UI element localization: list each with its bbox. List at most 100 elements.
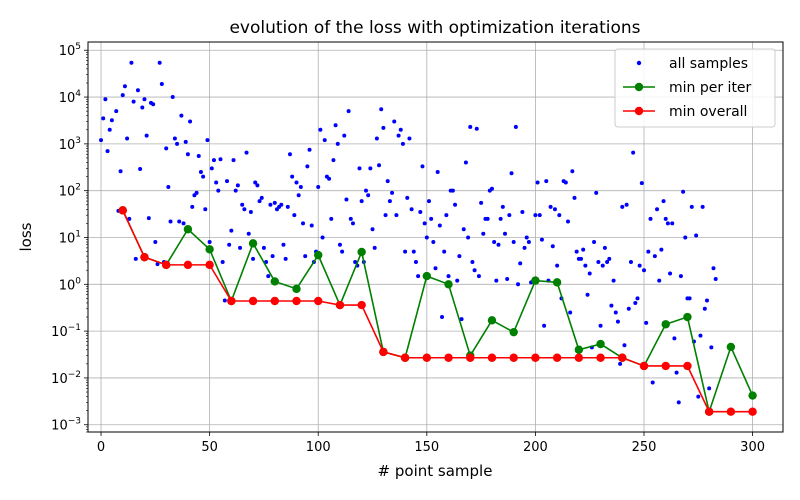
- min-per-iter-marker: [248, 239, 258, 248]
- all-samples-point: [290, 174, 295, 179]
- all-samples-point: [481, 231, 486, 236]
- x-axis-label: # point sample: [378, 462, 493, 480]
- all-samples-point: [450, 188, 455, 193]
- all-samples-point: [153, 240, 158, 245]
- all-samples-point: [216, 188, 221, 193]
- all-samples-point: [316, 184, 321, 189]
- all-samples-point: [405, 195, 410, 200]
- all-samples-point: [526, 240, 531, 245]
- all-samples-point: [279, 202, 284, 207]
- all-samples-point: [159, 82, 164, 87]
- all-samples-point: [201, 174, 206, 179]
- min-overall-marker: [596, 353, 605, 362]
- legend-label-min-overall: min overall: [669, 104, 747, 120]
- all-samples-point: [435, 170, 440, 175]
- all-samples-point: [683, 235, 688, 240]
- plot-frame: [87, 41, 784, 433]
- all-samples-point: [183, 139, 188, 144]
- all-samples-point: [285, 204, 290, 209]
- all-samples-point: [348, 216, 353, 221]
- all-samples-point: [248, 210, 253, 215]
- all-samples-point: [218, 157, 223, 162]
- y-axis-label: loss: [17, 222, 35, 251]
- all-samples-point: [211, 158, 216, 163]
- all-samples-point: [509, 171, 514, 176]
- all-samples-point: [676, 400, 681, 405]
- all-samples-point: [344, 197, 349, 202]
- all-samples-point: [318, 127, 323, 132]
- min-per-iter-marker: [552, 278, 562, 287]
- all-samples-point: [233, 188, 238, 193]
- all-samples-point: [431, 240, 436, 245]
- min-overall-marker: [379, 347, 388, 357]
- min-overall-marker: [292, 296, 301, 306]
- all-samples-point: [227, 242, 232, 247]
- min-overall-marker: [140, 252, 149, 262]
- all-samples-point: [396, 133, 401, 138]
- all-samples-point: [628, 259, 633, 264]
- all-samples-point: [433, 266, 438, 271]
- min-overall-marker: [335, 300, 345, 310]
- all-samples-point: [544, 179, 549, 184]
- all-samples-point: [596, 259, 601, 264]
- all-samples-point: [205, 138, 210, 143]
- all-samples-point: [350, 221, 355, 226]
- all-samples-point: [185, 152, 190, 157]
- all-samples-point: [370, 227, 375, 232]
- all-samples-point: [518, 261, 523, 266]
- all-samples-point: [650, 380, 655, 385]
- all-samples-point: [474, 126, 479, 131]
- min-overall-marker: [118, 206, 127, 215]
- all-samples-point: [505, 276, 510, 281]
- all-samples-point: [659, 247, 664, 252]
- all-samples-point: [422, 221, 427, 226]
- all-samples-point: [563, 180, 568, 185]
- min-overall-marker: [531, 353, 540, 362]
- min-per-iter-marker: [314, 250, 323, 260]
- all-samples-point: [579, 256, 584, 261]
- all-samples-point: [353, 259, 358, 264]
- all-samples-point: [114, 109, 119, 114]
- all-samples-point: [609, 303, 614, 308]
- all-samples-point: [157, 60, 162, 65]
- all-samples-point: [246, 231, 251, 236]
- all-samples-point: [198, 170, 203, 175]
- min-overall-marker: [574, 353, 584, 362]
- min-overall-marker: [661, 361, 670, 371]
- legend-label-all-samples: all samples: [669, 56, 748, 72]
- all-samples-point: [503, 231, 507, 236]
- all-samples-point: [594, 190, 599, 195]
- all-samples-point: [168, 219, 173, 224]
- all-samples-point: [607, 256, 612, 261]
- min-overall-marker: [748, 407, 757, 416]
- all-samples-point: [420, 164, 425, 169]
- min-per-iter-marker: [531, 276, 540, 285]
- min-overall-marker: [248, 296, 258, 306]
- all-samples-point: [144, 133, 149, 138]
- all-samples-point: [335, 141, 340, 146]
- all-samples-point: [524, 235, 529, 240]
- min-per-iter-marker: [596, 339, 605, 349]
- all-samples-point: [498, 216, 503, 221]
- all-samples-point: [209, 166, 214, 171]
- all-samples-point: [105, 149, 110, 154]
- all-samples-point: [298, 184, 303, 189]
- all-samples-point: [592, 240, 597, 245]
- all-samples-point: [225, 179, 229, 184]
- min-overall-marker: [400, 353, 410, 362]
- all-samples-point: [704, 298, 709, 303]
- all-samples-point: [568, 310, 573, 315]
- all-samples-point: [327, 176, 332, 181]
- all-samples-point: [133, 256, 138, 261]
- all-samples-point: [644, 320, 649, 325]
- all-samples-point: [642, 268, 646, 273]
- all-samples-point: [468, 124, 473, 129]
- all-samples-point: [652, 254, 657, 259]
- min-per-iter-marker: [574, 345, 584, 354]
- all-samples-point: [457, 254, 462, 259]
- all-samples-point: [672, 336, 677, 341]
- y-tick-label: 102: [59, 183, 81, 200]
- all-samples-point: [470, 259, 475, 264]
- all-samples-point: [188, 119, 193, 124]
- all-samples-point: [583, 263, 588, 268]
